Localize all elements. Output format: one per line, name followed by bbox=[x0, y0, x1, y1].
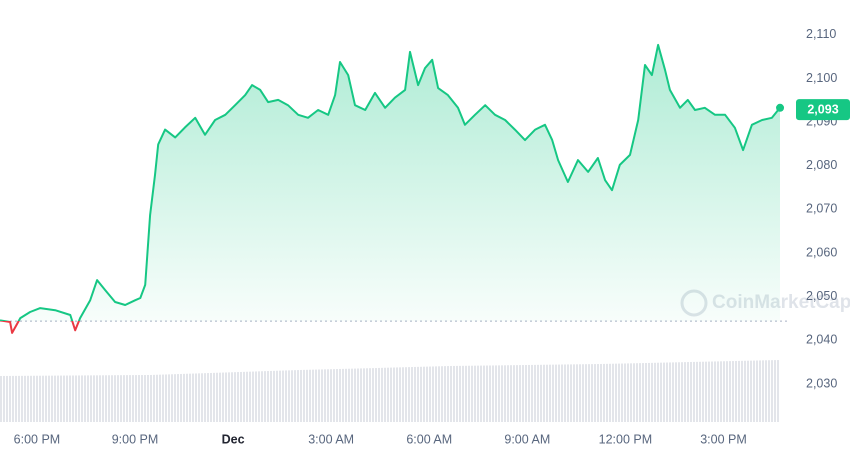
price-line bbox=[0, 43, 781, 334]
volume-bars bbox=[0, 360, 780, 422]
y-tick-label: 2,070 bbox=[806, 202, 837, 216]
y-tick-label: 2,060 bbox=[806, 245, 837, 259]
x-tick-label: 3:00 PM bbox=[700, 432, 747, 446]
x-tick-label: 6:00 AM bbox=[406, 432, 452, 446]
y-tick-label: 2,100 bbox=[806, 71, 837, 85]
last-point bbox=[776, 103, 785, 112]
y-tick-label: 2,050 bbox=[806, 289, 837, 303]
x-tick-label: 6:00 PM bbox=[14, 432, 61, 446]
price-tag bbox=[796, 99, 850, 121]
x-tick-label: Dec bbox=[222, 432, 245, 446]
price-tag-label: 2,093 bbox=[807, 102, 838, 116]
y-tick-label: 2,110 bbox=[806, 27, 836, 41]
y-tick-label: 2,040 bbox=[806, 333, 837, 347]
x-tick-label: 9:00 AM bbox=[504, 432, 550, 446]
x-tick-label: 9:00 PM bbox=[112, 432, 159, 446]
x-tick-label: 12:00 PM bbox=[599, 432, 653, 446]
y-tick-label: 2,080 bbox=[806, 158, 837, 172]
x-tick-label: 3:00 AM bbox=[308, 432, 354, 446]
area bbox=[0, 44, 780, 333]
y-tick-label: 2,030 bbox=[806, 376, 837, 390]
